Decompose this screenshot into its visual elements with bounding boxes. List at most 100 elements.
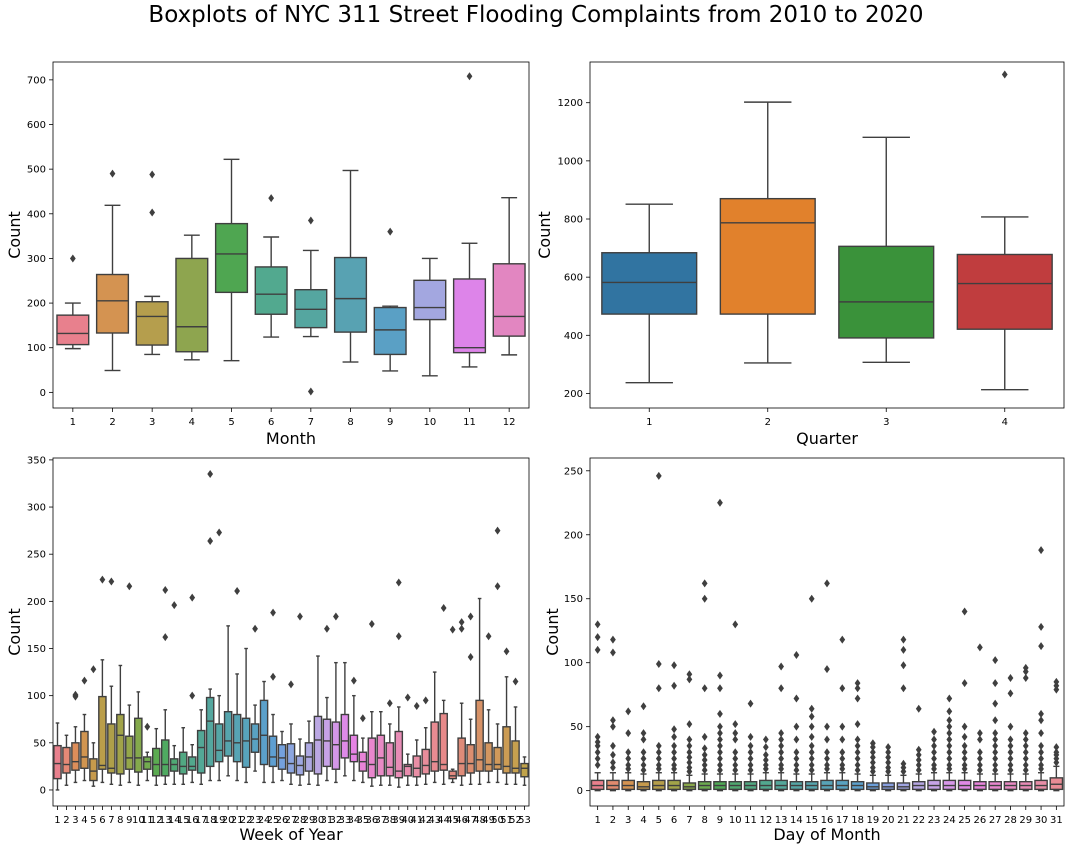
box-14 [789, 651, 804, 792]
outlier-point [1038, 748, 1044, 757]
outlier-point [732, 720, 739, 729]
box-3 [838, 136, 935, 364]
outlier-point [717, 722, 723, 731]
outlier-point [1007, 722, 1014, 731]
outlier-point [992, 656, 999, 665]
outlier-point [458, 618, 465, 627]
outlier-point [915, 761, 922, 770]
outlier-point [610, 750, 616, 759]
outlier-point [594, 633, 601, 642]
outlier-point [854, 684, 861, 693]
box-15 [178, 727, 188, 786]
outlier-point [1007, 674, 1014, 683]
iqr-box [403, 763, 413, 777]
box-4 [956, 70, 1053, 391]
x-tick-label: 52 [509, 815, 522, 826]
box-11 [743, 699, 758, 792]
box-42 [421, 696, 431, 786]
outlier-point [762, 761, 769, 770]
box-5 [651, 471, 666, 792]
box-33 [340, 661, 350, 777]
outlier-point [900, 759, 907, 768]
box-29 [1018, 663, 1033, 792]
iqr-box [143, 756, 152, 770]
box-47 [466, 612, 475, 786]
x-tick-label: 17 [836, 815, 849, 826]
y-tick-label: 150 [27, 644, 46, 655]
y-tick-label: 100 [27, 343, 46, 354]
outlier-point [1038, 642, 1044, 651]
outlier-point [1022, 735, 1029, 744]
iqr-box [430, 721, 439, 772]
box-12 [759, 735, 773, 792]
outlier-point [655, 748, 662, 757]
x-axis-label: Week of Year [239, 825, 343, 844]
outlier-point [1038, 761, 1044, 770]
iqr-box [313, 715, 323, 775]
outlier-point [1038, 729, 1044, 738]
outlier-point [701, 761, 708, 770]
outlier-point [252, 624, 258, 633]
outlier-point [869, 739, 876, 748]
box-46 [457, 618, 466, 786]
outlier-point [270, 672, 276, 681]
outlier-point [793, 761, 800, 770]
outlier-point [395, 632, 402, 641]
x-tick-label: 22 [912, 815, 925, 826]
box-14 [169, 601, 179, 786]
outlier-point [72, 692, 79, 701]
x-tick-label: 13 [159, 815, 172, 826]
x-tick-label: 14 [790, 815, 803, 826]
x-tick-label: 36 [365, 815, 378, 826]
outlier-point [824, 748, 830, 757]
outlier-point [350, 676, 357, 685]
iqr-box [475, 699, 484, 772]
x-tick-label: 28 [1004, 815, 1017, 826]
outlier-point [1022, 748, 1029, 757]
outlier-point [162, 633, 169, 642]
outlier-point [762, 755, 769, 764]
box-1 [590, 620, 605, 792]
y-tick-label: 200 [27, 597, 46, 608]
outlier-point [793, 694, 800, 703]
box-50 [493, 526, 502, 784]
outlier-point [640, 729, 647, 738]
iqr-box [322, 718, 332, 768]
iqr-box [636, 780, 651, 791]
x-tick-label: 46 [455, 815, 468, 826]
box-6 [667, 661, 681, 792]
x-tick-label: 37 [374, 815, 387, 826]
outlier-point [808, 704, 815, 713]
outlier-point [162, 586, 169, 595]
x-tick-label: 30 [312, 815, 325, 826]
outlier-point [655, 741, 662, 750]
outlier-point [778, 741, 785, 750]
outlier-point [171, 601, 178, 610]
x-tick-label: 41 [410, 815, 423, 826]
box-25 [957, 607, 972, 792]
box-2 [95, 169, 130, 372]
x-tick-label: 11 [744, 815, 757, 826]
box-2 [719, 101, 816, 364]
outlier-point [99, 575, 106, 584]
iqr-box [71, 742, 80, 771]
outlier-point [144, 722, 151, 731]
x-tick-label: 3 [883, 417, 889, 428]
box-6 [98, 575, 107, 784]
iqr-box [214, 222, 249, 294]
outlier-point [717, 754, 723, 763]
outlier-point [854, 720, 861, 729]
box-17 [196, 709, 206, 786]
outlier-point [961, 761, 968, 770]
outlier-point [808, 741, 815, 750]
iqr-box [223, 710, 233, 757]
outlier-point [839, 754, 846, 763]
box-26 [973, 643, 987, 792]
x-tick-label: 7 [308, 417, 314, 428]
box-23 [250, 624, 260, 772]
outlier-point [686, 675, 693, 684]
outlier-point [808, 761, 815, 770]
outlier-point [494, 582, 501, 591]
x-tick-label: 44 [437, 815, 450, 826]
